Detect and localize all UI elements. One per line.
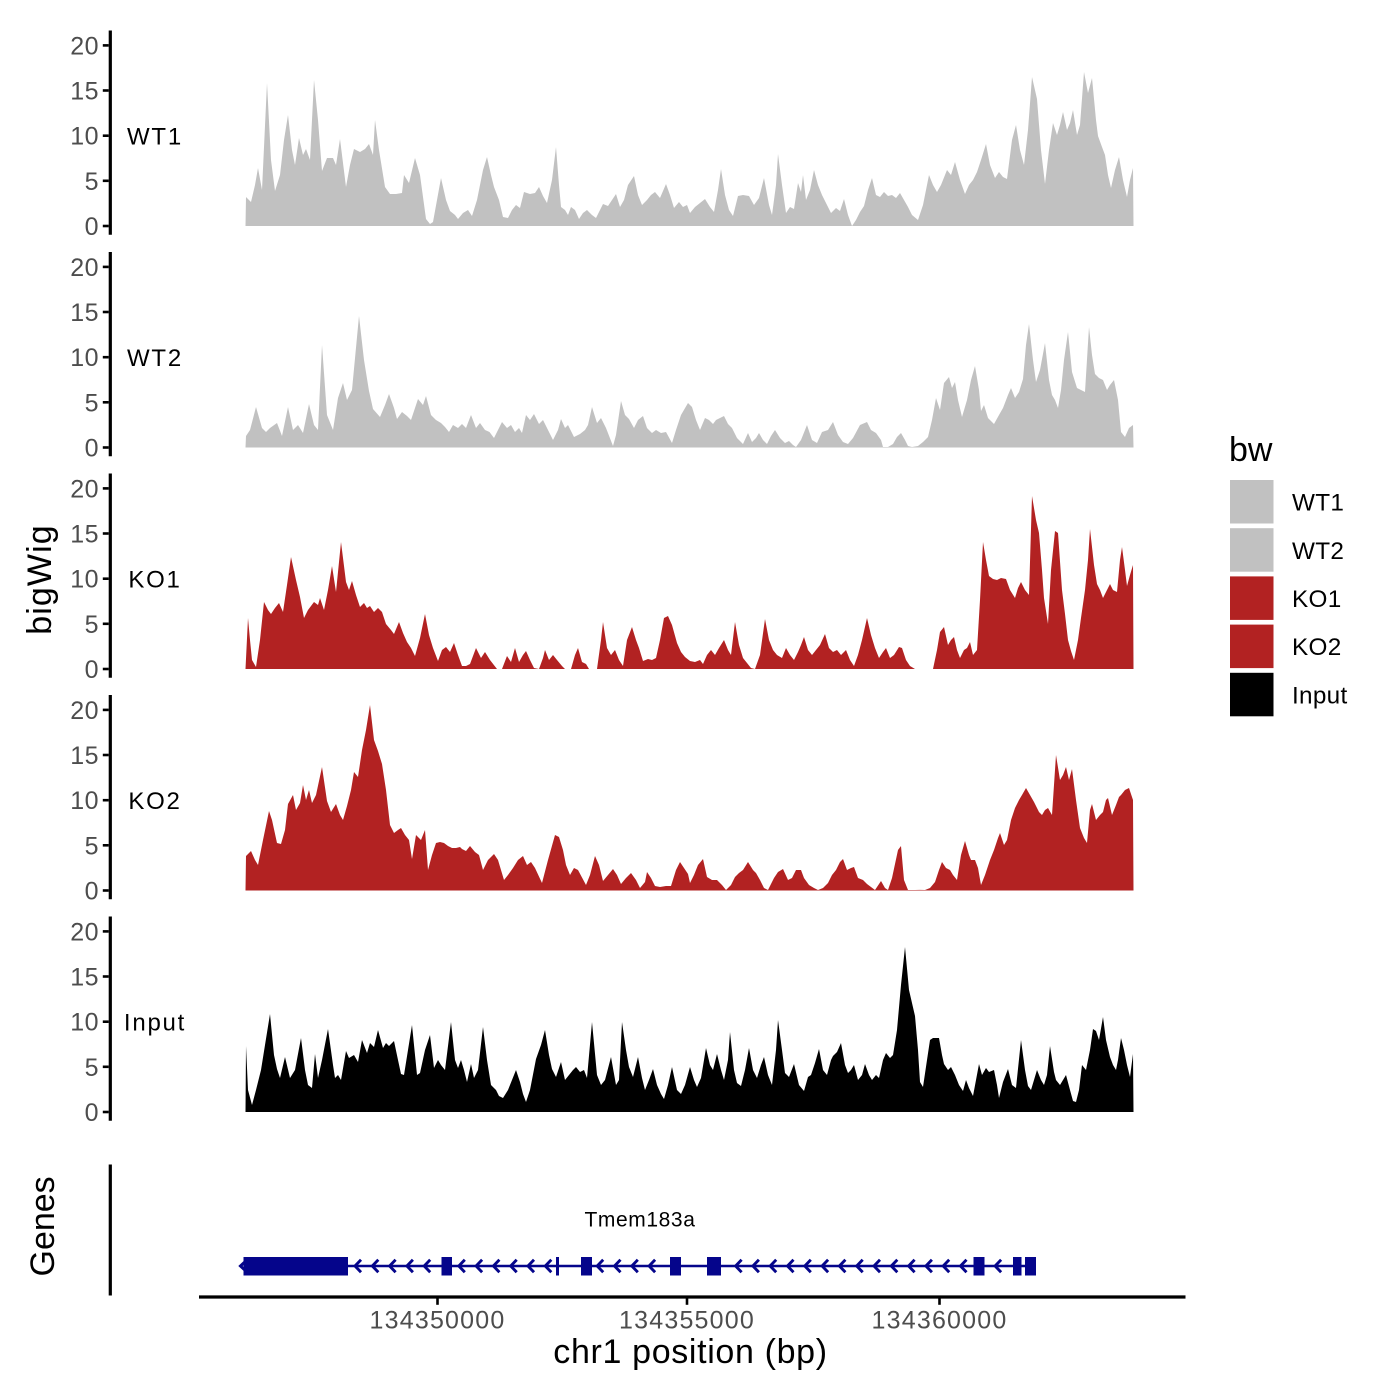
svg-text:5: 5 xyxy=(85,1054,99,1082)
svg-text:Input: Input xyxy=(124,1010,186,1037)
svg-text:5: 5 xyxy=(85,168,99,196)
svg-text:WT1: WT1 xyxy=(127,124,183,151)
svg-text:KO2: KO2 xyxy=(128,788,181,815)
svg-text:15: 15 xyxy=(70,299,99,327)
svg-text:20: 20 xyxy=(70,32,99,60)
svg-text:WT2: WT2 xyxy=(1292,538,1344,565)
svg-text:Tmem183a: Tmem183a xyxy=(584,1209,695,1232)
svg-text:KO1: KO1 xyxy=(1292,586,1342,613)
svg-text:15: 15 xyxy=(70,521,99,549)
svg-text:0: 0 xyxy=(85,656,99,684)
svg-text:0: 0 xyxy=(85,435,99,463)
svg-text:15: 15 xyxy=(70,78,99,106)
svg-text:KO1: KO1 xyxy=(128,567,181,594)
svg-text:20: 20 xyxy=(70,254,99,282)
svg-text:5: 5 xyxy=(85,389,99,417)
svg-text:134350000: 134350000 xyxy=(370,1307,506,1335)
svg-text:bigWig: bigWig xyxy=(21,524,59,635)
svg-text:15: 15 xyxy=(70,964,99,992)
svg-text:15: 15 xyxy=(70,742,99,770)
svg-text:10: 10 xyxy=(70,787,99,815)
svg-text:10: 10 xyxy=(70,1009,99,1037)
svg-text:0: 0 xyxy=(85,1099,99,1127)
svg-text:WT2: WT2 xyxy=(127,345,183,372)
svg-text:10: 10 xyxy=(70,566,99,594)
svg-text:0: 0 xyxy=(85,213,99,241)
svg-text:5: 5 xyxy=(85,832,99,860)
svg-text:WT1: WT1 xyxy=(1292,490,1344,517)
svg-text:20: 20 xyxy=(70,918,99,946)
svg-text:Genes: Genes xyxy=(24,1176,62,1276)
svg-text:Input: Input xyxy=(1292,682,1348,709)
svg-text:bw: bw xyxy=(1229,431,1273,469)
svg-text:10: 10 xyxy=(70,123,99,151)
svg-text:10: 10 xyxy=(70,344,99,372)
svg-text:5: 5 xyxy=(85,611,99,639)
svg-text:134360000: 134360000 xyxy=(872,1307,1008,1335)
svg-text:0: 0 xyxy=(85,878,99,906)
svg-text:20: 20 xyxy=(70,697,99,725)
svg-text:chr1 position (bp): chr1 position (bp) xyxy=(553,1333,827,1371)
svg-text:20: 20 xyxy=(70,475,99,503)
svg-text:134355000: 134355000 xyxy=(619,1307,755,1335)
svg-text:KO2: KO2 xyxy=(1292,634,1342,661)
